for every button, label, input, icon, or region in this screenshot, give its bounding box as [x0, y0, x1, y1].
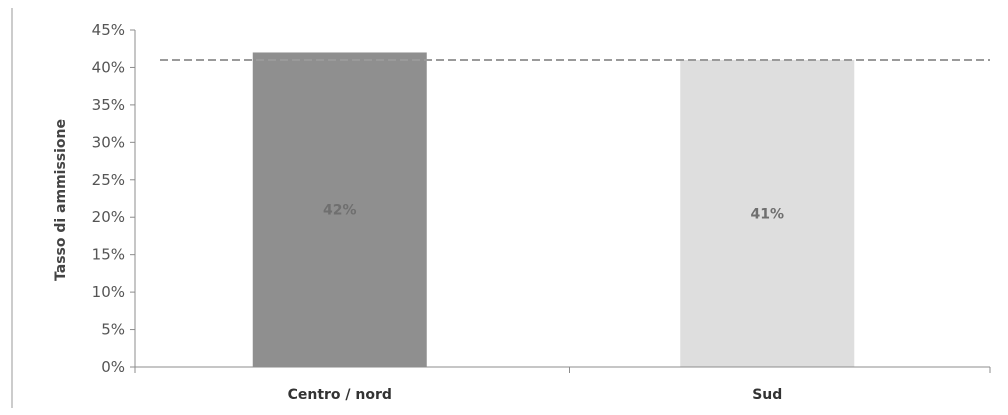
- y-tick-label: 40%: [92, 58, 125, 76]
- x-category-label: Sud: [752, 387, 782, 403]
- y-tick-label: 25%: [92, 171, 125, 189]
- y-tick-label: 5%: [101, 321, 125, 339]
- y-tick-label: 0%: [101, 358, 125, 376]
- y-tick-label: 10%: [92, 283, 125, 301]
- y-tick-label: 30%: [92, 133, 125, 151]
- y-tick-label: 20%: [92, 208, 125, 226]
- data-label-2: 41%: [750, 206, 784, 222]
- bar-1: [252, 52, 427, 367]
- y-axis-title: Tasso di ammissione: [53, 119, 69, 281]
- y-axis: 0% 5% 10% 15% 20% 25% 30% 35% 40% 45%: [92, 21, 136, 376]
- x-category-label: Centro / nord: [288, 387, 392, 403]
- data-label-1: 42%: [323, 203, 357, 219]
- y-tick-label: 45%: [92, 21, 125, 39]
- y-tick-label: 35%: [92, 96, 125, 114]
- bar-2: [680, 59, 855, 367]
- bars: 42% 41%: [252, 52, 855, 367]
- y-tick-label: 15%: [92, 246, 125, 264]
- x-axis: Centro / nord Sud: [134, 366, 991, 403]
